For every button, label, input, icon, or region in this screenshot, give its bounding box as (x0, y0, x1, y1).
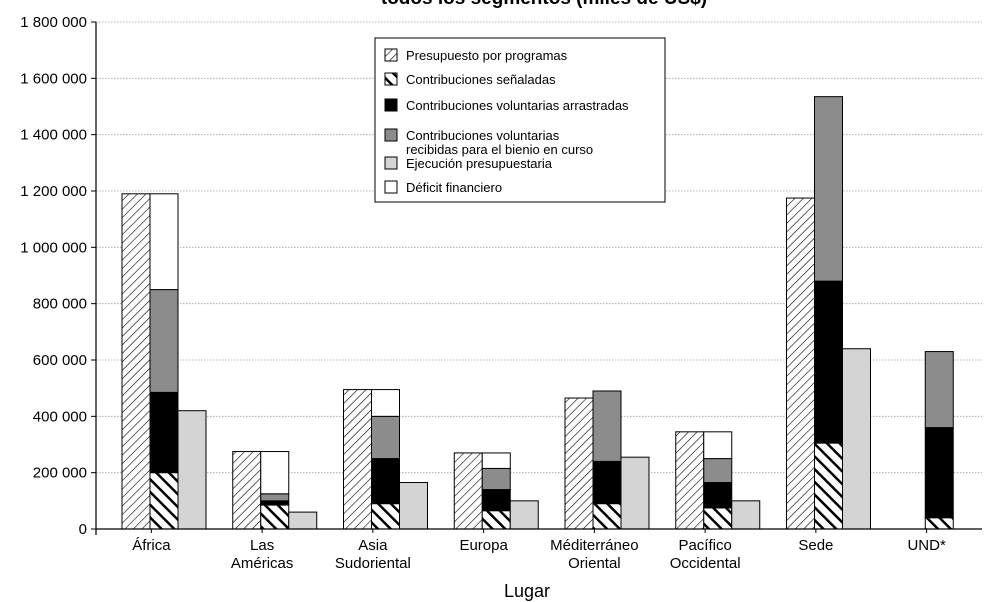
legend-box (374, 37, 666, 203)
x-tick-label: Europa (459, 537, 508, 554)
legend-swatch (384, 48, 398, 62)
legend-swatch (384, 98, 398, 112)
bar-segment-5 (481, 452, 511, 469)
bar-segment-5 (260, 451, 290, 495)
chart-title: todos los segmentos (miles de US$) (96, 0, 992, 10)
bar-segment-5 (371, 389, 400, 417)
y-tick-label: 600 000 (33, 352, 87, 369)
y-tick-label: 800 000 (33, 296, 87, 313)
legend-label: Déficit financiero (406, 180, 502, 195)
y-tick-label: 0 (79, 521, 87, 538)
x-tick-label: Sudoriental (335, 555, 411, 572)
bar-ejecucion (177, 410, 207, 530)
bar-segment-5 (703, 431, 733, 460)
bar-segment-2 (924, 427, 954, 519)
bar-segment-3 (149, 289, 179, 393)
bar-segment-1 (814, 442, 843, 530)
x-tick-label: Sede (798, 537, 833, 554)
bar-ejecucion (288, 511, 318, 530)
bar-segment-2 (149, 391, 179, 474)
bar-segment-3 (371, 415, 400, 460)
legend-swatch (384, 128, 398, 142)
legend-swatch (384, 156, 398, 170)
bar-segment-3 (481, 467, 511, 491)
legend-label: Contribuciones señaladas (406, 72, 556, 87)
bar-segment-1 (481, 510, 511, 530)
bar-presupuesto (564, 397, 594, 530)
y-tick-label: 1 600 000 (20, 70, 87, 87)
bar-segment-1 (924, 517, 954, 530)
bar-segment-3 (924, 351, 954, 429)
bar-segment-1 (371, 503, 400, 530)
legend-swatch (384, 72, 398, 86)
legend-label: Presupuesto por programas (406, 48, 568, 63)
bar-ejecucion (399, 482, 428, 530)
bar-segment-1 (703, 507, 733, 530)
bar-presupuesto (786, 197, 815, 530)
legend-label: recibidas para el bienio en curso (406, 142, 593, 157)
x-tick-label: Occidental (670, 555, 741, 572)
bar-segment-3 (260, 493, 290, 502)
bar-presupuesto (232, 451, 262, 530)
y-tick-label: 1 200 000 (20, 183, 87, 200)
bar-presupuesto (121, 193, 151, 530)
bar-segment-3 (703, 458, 733, 484)
legend-label: Contribuciones voluntarias (406, 128, 560, 143)
y-tick-label: 1 000 000 (20, 239, 87, 256)
x-tick-label: Asia (358, 537, 388, 554)
legend-swatch (384, 180, 398, 194)
bar-segment-1 (260, 504, 290, 530)
bar-ejecucion (509, 500, 539, 530)
bar-segment-5 (149, 193, 179, 291)
bar-segment-2 (814, 280, 843, 444)
y-tick-label: 200 000 (33, 465, 87, 482)
legend-label: Ejecución presupuestaria (406, 156, 553, 171)
bar-segment-1 (592, 503, 622, 530)
y-tick-label: 1 400 000 (20, 127, 87, 144)
bar-presupuesto (675, 431, 705, 530)
x-tick-label: Las (250, 537, 274, 554)
bar-segment-3 (814, 96, 843, 282)
x-tick-label: Américas (231, 555, 294, 572)
x-tick-label: Oriental (568, 555, 621, 572)
bar-segment-2 (703, 482, 733, 509)
bar-segment-3 (592, 390, 622, 462)
x-axis-title: Lugar (504, 581, 550, 601)
bar-segment-2 (481, 489, 511, 512)
y-tick-label: 400 000 (33, 408, 87, 425)
bar-ejecucion (620, 456, 650, 530)
legend-label: Contribuciones voluntarias arrastradas (406, 98, 629, 113)
x-tick-label: UND* (907, 537, 945, 554)
y-tick-label: 1 800 000 (20, 14, 87, 31)
bar-segment-2 (592, 460, 622, 505)
x-tick-label: Pacífico (678, 537, 731, 554)
bar-segment-2 (371, 458, 400, 505)
bar-presupuesto (343, 389, 372, 530)
bar-ejecucion (731, 500, 761, 530)
x-tick-label: Méditerráneo (550, 537, 638, 554)
bar-ejecucion (842, 348, 871, 530)
bar-segment-2 (260, 500, 290, 506)
bar-presupuesto (453, 452, 483, 530)
bar-segment-1 (149, 472, 179, 530)
x-tick-label: África (132, 537, 171, 554)
